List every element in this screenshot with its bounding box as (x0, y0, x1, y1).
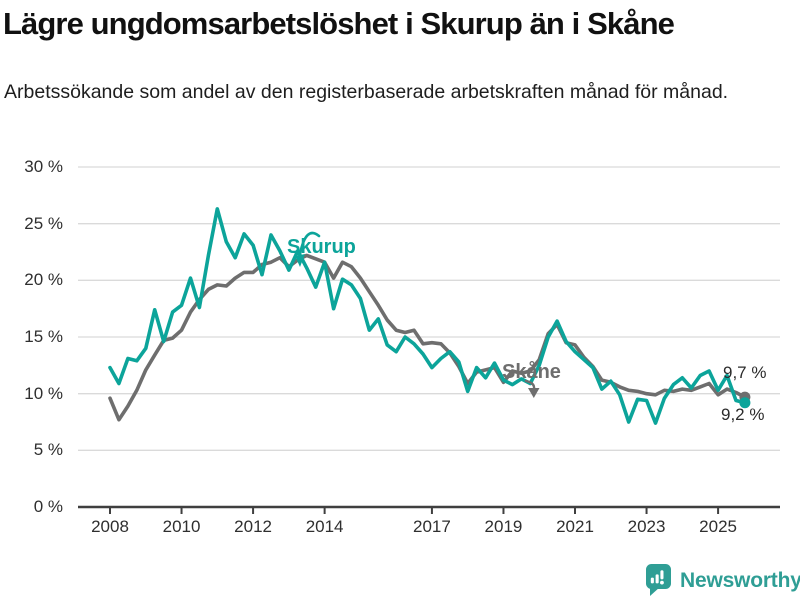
y-tick-label: 30 % (24, 157, 63, 176)
chart-subtitle: Arbetssökande som andel av den registerb… (4, 81, 729, 103)
skurup-arrowhead-icon (295, 254, 305, 267)
y-tick-label: 10 % (24, 383, 63, 403)
newsworthy-wordmark: Newsworthy (680, 568, 800, 592)
x-tick-label: 2014 (305, 517, 344, 536)
series-line-skurup (108, 207, 747, 425)
chart-title: Lägre ungdomsarbetslöshet i Skurup än i … (3, 6, 675, 41)
end-value-label-skurup: 9,2 % (721, 405, 765, 424)
x-tick-label: 2017 (413, 517, 451, 536)
x-tick-label: 2025 (699, 517, 737, 536)
x-tick-label: 2019 (484, 517, 523, 536)
skane-arrowhead-icon (528, 388, 540, 398)
newsworthy-logo[interactable]: Newsworthy (645, 563, 800, 597)
series-end-dot-skurup (739, 397, 751, 409)
x-tick-label: 2023 (627, 517, 666, 536)
x-tick-label: 2021 (556, 517, 594, 536)
newsworthy-icon (646, 564, 671, 596)
y-tick-label: 15 % (24, 327, 63, 346)
y-tick-label: 0 % (33, 497, 63, 516)
y-tick-label: 20 % (24, 270, 63, 290)
y-tick-label: 5 % (33, 440, 63, 460)
series-line-skåne (108, 253, 747, 422)
end-value-label-skane: 9,7 % (723, 363, 767, 382)
series-label-skane: Skåne (502, 361, 561, 383)
series-label-skurup: Skurup (287, 236, 356, 258)
y-tick-label: 25 % (24, 213, 63, 233)
skurup-arrow-icon (298, 231, 321, 256)
x-tick-label: 2010 (162, 517, 201, 536)
x-tick-label: 2008 (91, 517, 129, 536)
x-tick-label: 2012 (234, 517, 272, 536)
